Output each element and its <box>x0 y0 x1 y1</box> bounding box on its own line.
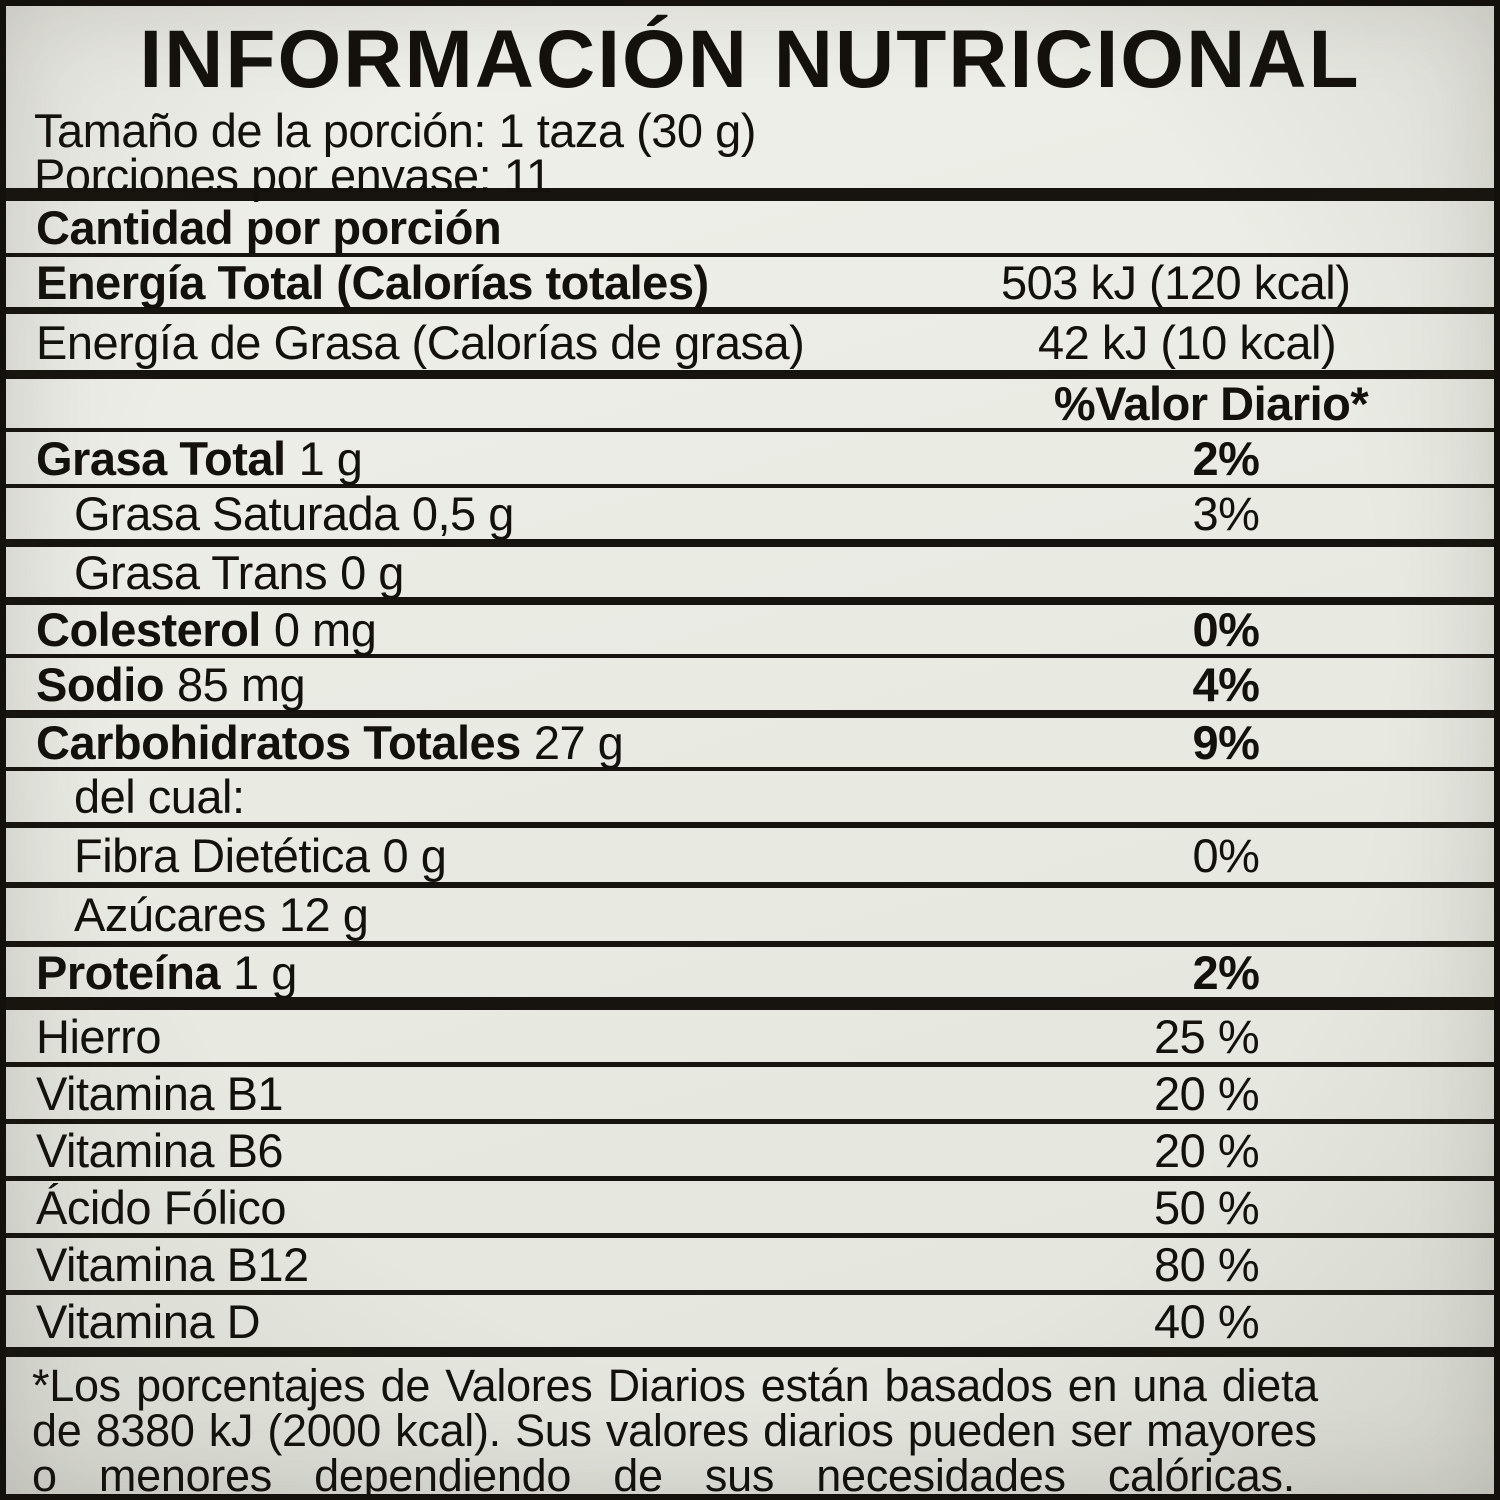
amount-per-serving-label: Cantidad por porción <box>36 200 502 254</box>
nutrient-row: Grasa Trans 0 g <box>6 545 1494 599</box>
vitamin-name: Vitamina B12 <box>36 1237 309 1291</box>
daily-value: 9% <box>1192 716 1260 769</box>
divider <box>6 767 1494 771</box>
divider <box>6 1233 1494 1238</box>
label-header: INFORMACIÓN NUTRICIONAL Tamaño de la por… <box>6 6 1494 200</box>
vitamin-row: Vitamina B1 20 % <box>6 1066 1494 1120</box>
daily-value: 0% <box>1192 828 1260 882</box>
vitamin-name: Hierro <box>36 1009 161 1063</box>
nutrient-name: Colesterol <box>36 603 261 656</box>
nutrient-name: Fibra Dietética <box>74 828 370 882</box>
daily-value-header-row: %Valor Diario* <box>6 377 1494 430</box>
daily-value: 3% <box>1192 487 1260 540</box>
vitamin-name: Vitamina B1 <box>36 1066 284 1120</box>
divider <box>6 307 1494 314</box>
nutrient-name: Grasa Saturada <box>74 487 399 540</box>
vitamin-row: Vitamina B12 80 % <box>6 1237 1494 1291</box>
vitamin-name: Vitamina D <box>36 1294 261 1348</box>
daily-value: 2% <box>1192 431 1260 485</box>
nutrient-row: del cual: <box>6 770 1494 823</box>
vitamin-row: Vitamina D 40 % <box>6 1294 1494 1348</box>
nutrient-amount: 0 g <box>340 545 404 599</box>
nutrient-row: Grasa Total 1 g 2% <box>6 431 1494 485</box>
footnote-line: de 8380 kJ (2000 kcal). Sus valores diar… <box>32 1405 1317 1456</box>
footnote-line: o menores dependiendo de sus necesidades… <box>32 1450 1295 1500</box>
daily-value: 4% <box>1192 657 1260 711</box>
divider <box>6 1176 1494 1181</box>
divider <box>6 941 1494 947</box>
thick-divider <box>6 188 1494 201</box>
daily-value-header: %Valor Diario* <box>1053 377 1369 430</box>
divider <box>6 822 1494 828</box>
nutrient-row: Sodio 85 mg 4% <box>6 657 1494 711</box>
divider <box>6 1062 1494 1067</box>
daily-value: 20 % <box>1154 1066 1260 1120</box>
vitamin-row: Ácido Fólico 50 % <box>6 1180 1494 1234</box>
nutrient-name: Grasa Trans <box>74 545 328 599</box>
divider <box>6 710 1494 718</box>
nutrient-amount: 27 g <box>533 716 624 769</box>
servings-per-container: Porciones por envase: 11 <box>34 149 552 202</box>
nutrient-amount: 0 mg <box>273 603 377 656</box>
vitamin-row: Vitamina B6 20 % <box>6 1123 1494 1177</box>
nutrient-amount: 0 g <box>382 828 447 882</box>
energy-fat-label: Energía de Grasa (Calorías de grasa) <box>36 315 805 369</box>
nutrient-row: Proteína 1 g 2% <box>6 945 1494 999</box>
daily-value: 40 % <box>1154 1294 1260 1348</box>
energy-total-row: Energía Total (Calorías totales) 503 kJ … <box>6 255 1494 309</box>
daily-value: 80 % <box>1154 1237 1260 1291</box>
nutrient-name: del cual: <box>74 770 245 823</box>
divider <box>6 882 1494 888</box>
divider <box>6 1119 1494 1124</box>
nutrient-name: Sodio <box>36 657 165 711</box>
nutrient-row: Azúcares 12 g <box>6 888 1494 941</box>
energy-fat-row: Energía de Grasa (Calorías de grasa) 42 … <box>6 314 1494 370</box>
divider <box>6 484 1494 488</box>
vitamin-name: Vitamina B6 <box>36 1123 284 1177</box>
daily-value: 20 % <box>1154 1123 1260 1177</box>
nutrient-name: Grasa Total <box>36 431 286 485</box>
thick-divider <box>6 997 1494 1010</box>
vitamin-row: Hierro 25 % <box>6 1009 1494 1063</box>
daily-value: 2% <box>1192 945 1260 999</box>
footnote: *Los porcentajes de Valores Diarios está… <box>6 1357 1494 1500</box>
divider <box>6 539 1494 547</box>
divider <box>6 654 1494 658</box>
vitamin-name: Ácido Fólico <box>36 1180 287 1234</box>
daily-value: 0% <box>1192 603 1260 656</box>
nutrient-amount: 12 g <box>278 888 369 941</box>
label-title: INFORMACIÓN NUTRICIONAL <box>139 14 1361 105</box>
energy-total-label: Energía Total (Calorías totales) <box>36 255 709 309</box>
divider <box>6 370 1494 379</box>
divider <box>6 1347 1494 1357</box>
energy-total-value: 503 kJ (120 kcal) <box>1001 255 1351 309</box>
nutrient-amount: 1 g <box>233 945 297 999</box>
nutrient-row: Fibra Dietética 0 g 0% <box>6 828 1494 882</box>
serving-size: Tamaño de la porción: 1 taza (30 g) <box>34 104 756 157</box>
divider <box>6 428 1494 432</box>
footnote-line: *Los porcentajes de Valores Diarios está… <box>32 1360 1318 1411</box>
nutrient-name: Proteína <box>36 945 221 999</box>
nutrient-amount: 0,5 g <box>411 487 515 540</box>
nutrient-row: Colesterol 0 mg 0% <box>6 603 1494 656</box>
nutrient-name: Azúcares <box>74 888 266 941</box>
daily-value: 25 % <box>1154 1009 1260 1063</box>
nutrient-row: Carbohidratos Totales 27 g 9% <box>6 716 1494 769</box>
nutrient-amount: 1 g <box>298 431 363 485</box>
divider <box>6 253 1494 257</box>
energy-fat-value: 42 kJ (10 kcal) <box>1038 315 1337 369</box>
nutrient-amount: 85 mg <box>177 657 306 711</box>
nutrient-row: Grasa Saturada 0,5 g 3% <box>6 487 1494 540</box>
daily-value: 50 % <box>1154 1180 1260 1234</box>
amount-per-serving-row: Cantidad por porción <box>6 200 1494 254</box>
divider <box>6 597 1494 605</box>
nutrient-name: Carbohidratos Totales <box>36 716 521 769</box>
divider <box>6 1290 1494 1295</box>
